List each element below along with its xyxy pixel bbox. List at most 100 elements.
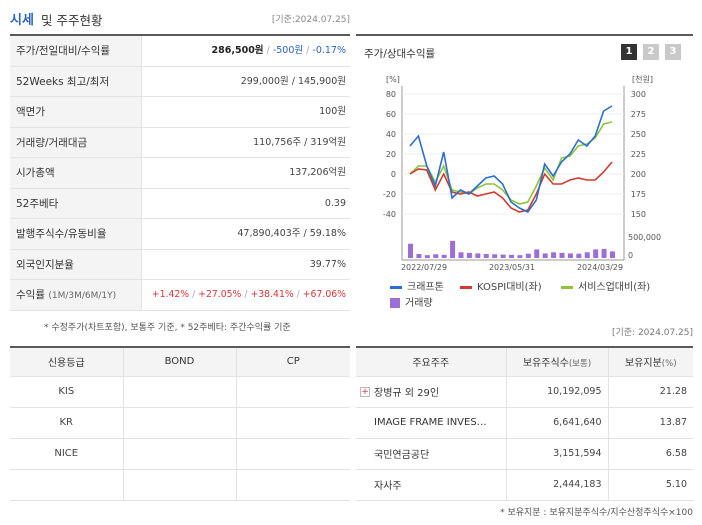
left-tick-label: 0 <box>391 170 396 179</box>
current-price: 286,500원 <box>211 45 264 56</box>
week52-row: 52Weeks 최고/최저 299,000원 / 145,900원 <box>10 66 350 97</box>
market-cap-label: 시가총액 <box>10 158 142 188</box>
holders-header-name: 주요주주 <box>356 347 507 377</box>
left-tick-label: -40 <box>383 210 396 219</box>
holder-pct: 6.58 <box>608 438 693 470</box>
shares-value: 47,890,403주 / 59.18% <box>237 228 346 239</box>
foreign-value: 39.77% <box>309 258 346 270</box>
volume-bar <box>509 254 514 258</box>
left-tick-label: 80 <box>386 90 396 99</box>
volume-tick-label: 0 <box>628 251 633 260</box>
volume-bar <box>408 243 413 258</box>
volume-bar <box>542 253 548 258</box>
return-1m: +1.42% <box>151 289 190 300</box>
market-cap-value: 137,206억원 <box>289 167 346 178</box>
credit-agency: KIS <box>10 376 124 408</box>
volume-bar <box>551 252 557 258</box>
table-row[interactable]: + 장병규 외 29인 10,192,095 21.28 <box>356 376 693 408</box>
par-label: 액면가 <box>10 97 142 127</box>
returns-label: 수익률 (1M/3M/6M/1Y) <box>10 280 142 310</box>
right-tick-label: 300 <box>631 90 646 99</box>
price-row: 주가/전일대비/수익률 286,500원 / -500원 / -0.17% <box>10 36 350 67</box>
volume-bar <box>483 254 489 258</box>
volume-bar <box>534 249 540 258</box>
credit-agency: KR <box>10 407 124 439</box>
return-6m: +38.41% <box>250 289 294 300</box>
section-header: 시세 및 주주현황 [기준:2024.07.25] <box>10 9 350 31</box>
table-row: 국민연금공단 3,151,594 6.58 <box>356 438 693 470</box>
volume-label: 거래량/거래대금 <box>10 127 142 157</box>
right-tick-label: 250 <box>631 130 646 139</box>
credit-cp <box>236 376 350 408</box>
table-row: 자사주 2,444,183 5.10 <box>356 469 693 501</box>
left-tick-label: 40 <box>386 130 396 139</box>
holders-header-pct: 보유지분(%) <box>608 347 693 377</box>
volume-bar <box>458 252 464 258</box>
credit-header-agency: 신용등급 <box>10 347 124 377</box>
volume-bar <box>610 251 615 258</box>
price-chart: [%] [천원] 80 300 60 275 40 250 20 225 0 200 -20 175 -40… <box>383 74 661 272</box>
credit-header-bond: BOND <box>123 347 237 377</box>
credit-bond-empty <box>123 469 237 501</box>
major-shareholders-table: 주요주주 보유주식수(보통) 보유지분(%) + 장병규 외 29인 10,192… <box>356 346 693 501</box>
chart-tab-3[interactable]: 3 <box>665 44 681 60</box>
credit-cp <box>236 407 350 439</box>
quote-footnote: * 수정주가(차트포함), 보통주 기준, * 52주베타: 주간수익률 기준 <box>44 323 291 333</box>
legend-item-volume: 거래량 <box>390 294 433 309</box>
par-row: 액면가 100원 <box>10 97 350 128</box>
credit-cp-empty <box>236 469 350 501</box>
expand-plus-icon[interactable]: + <box>360 386 370 397</box>
holder-name: IMAGE FRAME INVES… <box>356 407 507 439</box>
holder-name[interactable]: + 장병규 외 29인 <box>356 376 507 408</box>
credit-rating-table: 신용등급 BOND CP KIS KR NICE <box>10 346 350 501</box>
credit-header-cp: CP <box>236 347 350 377</box>
week52-label: 52Weeks 최고/최저 <box>10 66 142 96</box>
market-cap-row: 시가총액 137,206억원 <box>10 158 350 189</box>
foreign-label: 외국인지분율 <box>10 249 142 279</box>
credit-bond <box>123 438 237 470</box>
right-tick-label: 150 <box>631 210 646 219</box>
volume-bar <box>584 252 590 258</box>
beta-label: 52주베타 <box>10 188 142 218</box>
reference-date: [기준:2024.07.25] <box>271 15 350 25</box>
right-axis-unit: [천원] <box>632 74 653 84</box>
holder-pct: 5.10 <box>608 469 693 501</box>
price-change: -500원 <box>272 45 304 56</box>
table-row <box>10 469 350 501</box>
chart-tab-2[interactable]: 2 <box>643 44 659 60</box>
x-tick-label: 2022/07/29 <box>401 263 447 272</box>
legend-item-service: 서비스업대비(좌) <box>561 278 650 293</box>
credit-cp <box>236 438 350 470</box>
volume-row: 거래량/거래대금 110,756주 / 319억원 <box>10 127 350 158</box>
quote-table: 주가/전일대비/수익률 286,500원 / -500원 / -0.17% 52… <box>10 34 350 311</box>
par-value: 100원 <box>319 106 346 117</box>
x-tick-label: 2024/03/29 <box>577 263 623 272</box>
volume-bar <box>601 248 607 258</box>
volume-bar <box>559 252 565 258</box>
return-1y: +67.06% <box>302 289 346 300</box>
x-tick-label: 2023/05/31 <box>489 263 535 272</box>
volume-bar <box>517 255 523 258</box>
volume-bar <box>441 254 447 258</box>
holders-footnote: * 보유지분 : 보유지분주식수/지수산정주식수×100 <box>500 508 693 518</box>
returns-value: +1.42% / +27.05% / +38.41% / +67.06% <box>151 289 346 300</box>
holder-shares: 10,192,095 <box>506 376 609 408</box>
section-title: 시세 <box>10 13 34 28</box>
shares-label: 발행주식수/유동비율 <box>10 219 142 249</box>
returns-period-label: (1M/3M/6M/1Y) <box>48 291 117 301</box>
chart-tab-1[interactable]: 1 <box>621 44 637 60</box>
series-line-1 <box>409 161 613 213</box>
price-value: 286,500원 / -500원 / -0.17% <box>211 45 346 56</box>
volume-bar <box>424 255 430 258</box>
holder-shares: 2,444,183 <box>506 469 609 501</box>
beta-value: 0.39 <box>324 197 346 209</box>
holders-header-shares: 보유주식수(보통) <box>506 347 609 377</box>
left-tick-label: 20 <box>386 150 396 159</box>
volume-bar <box>433 254 439 258</box>
foreign-row: 외국인지분율 39.77% <box>10 249 350 280</box>
holder-shares: 6,641,640 <box>506 407 609 439</box>
legend-item-kospi: KOSPI대비(좌) <box>460 278 542 293</box>
volume-bar <box>576 253 582 258</box>
holder-name: 국민연금공단 <box>356 438 507 470</box>
